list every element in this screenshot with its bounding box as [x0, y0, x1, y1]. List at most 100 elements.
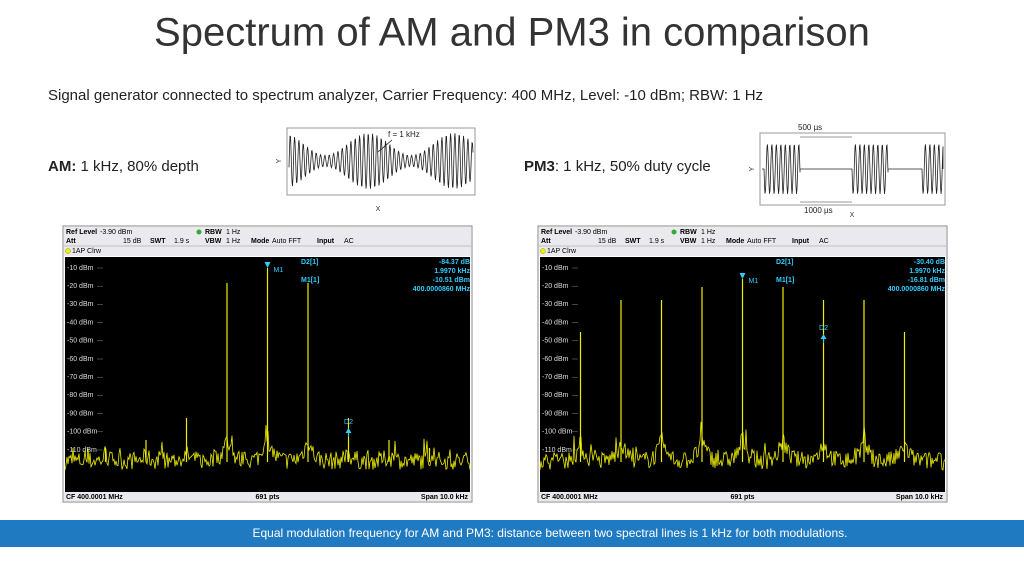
marker-tag: M1 [749, 278, 759, 285]
axis-x: X [850, 212, 855, 219]
value: Auto FFT [747, 238, 777, 245]
diagram-bottom: 1000 µs [804, 206, 833, 215]
rbw-dot [196, 229, 202, 235]
y-label: -80 dBm [67, 392, 94, 399]
header-bg [64, 227, 471, 256]
label: Att [66, 238, 76, 245]
label: Input [317, 238, 335, 245]
y-label: -40 dBm [542, 319, 569, 326]
marker-value: -10.51 dBm [433, 277, 470, 284]
y-label: -20 dBm [542, 283, 569, 290]
value: AC [819, 238, 829, 245]
y-label: -60 dBm [542, 356, 569, 363]
marker-label: M1[1] [301, 277, 319, 284]
am-label: AM: [48, 158, 76, 175]
marker-m1 [264, 262, 271, 268]
footer: CF 400.0001 MHz [541, 494, 598, 501]
y-label: -100 dBm [67, 429, 98, 436]
footer: Span 10.0 kHz [421, 494, 469, 501]
label: SWT [150, 238, 166, 245]
value: 15 dB [598, 238, 617, 245]
label: RBW [205, 229, 222, 236]
footer: CF 400.0001 MHz [66, 494, 123, 501]
pm3-caption: PM3: 1 kHz, 50% duty cycle [524, 158, 711, 175]
footer: Span 10.0 kHz [896, 494, 944, 501]
marker-tag: D2 [819, 325, 828, 332]
y-label: -70 dBm [542, 374, 569, 381]
trace-dot [540, 248, 546, 254]
marker-value: 1.9970 kHz [434, 268, 470, 275]
marker-label: D2[1] [301, 259, 319, 266]
marker-tag: M1 [274, 267, 284, 274]
y-label: -70 dBm [67, 374, 94, 381]
y-label: -20 dBm [67, 283, 94, 290]
y-label: -110 dBm [67, 447, 97, 454]
value: 1 Hz [226, 238, 241, 245]
marker-value: -84.37 dB [439, 259, 470, 266]
marker-tag: D2 [344, 419, 353, 426]
value: 1.9 s [174, 238, 190, 245]
footer-bg [64, 492, 471, 501]
pm3-text: : 1 kHz, 50% duty cycle [555, 158, 711, 175]
trace: 1AP Clrw [547, 248, 577, 255]
trace-dot [65, 248, 71, 254]
y-label: -90 dBm [67, 410, 94, 417]
value: 1.9 s [649, 238, 665, 245]
label: Ref Level [541, 229, 572, 236]
marker-value: 400.0000860 MHz [888, 286, 946, 293]
am-text: 1 kHz, 80% depth [76, 158, 199, 175]
label: Ref Level [66, 229, 97, 236]
footer-bg [539, 492, 946, 501]
y-label: -10 dBm [542, 265, 569, 272]
pm3-label: PM3 [524, 158, 555, 175]
rbw-dot [671, 229, 677, 235]
axis-y: Y [749, 166, 756, 171]
y-label: -90 dBm [542, 410, 569, 417]
marker-d2 [820, 334, 827, 339]
marker-value: 1.9970 kHz [909, 268, 945, 275]
label: VBW [205, 238, 222, 245]
label: Mode [726, 238, 744, 245]
am-caption: AM: 1 kHz, 80% depth [48, 158, 199, 175]
diagram-note: f = 1 kHz [388, 130, 420, 139]
value: 1 Hz [226, 229, 241, 236]
y-label: -60 dBm [67, 356, 94, 363]
value: Auto FFT [272, 238, 302, 245]
axis-x: X [376, 206, 381, 213]
value: 1 Hz [701, 229, 716, 236]
analyzer: Ref Level -3.90 dBm RBW 1 Hz Att 15 dB SWT 1.9 … [537, 225, 948, 503]
y-label: -80 dBm [542, 392, 569, 399]
y-label: -30 dBm [67, 301, 94, 308]
y-label: -40 dBm [67, 319, 94, 326]
label: SWT [625, 238, 641, 245]
title: Spectrum of AM and PM3 in comparison [154, 11, 870, 55]
value: -3.90 dBm [100, 229, 132, 236]
marker-label: D2[1] [776, 259, 794, 266]
y-label: -110 dBm [542, 447, 572, 454]
value: AC [344, 238, 354, 245]
y-label: -30 dBm [542, 301, 569, 308]
analyzer: Ref Level -3.90 dBm RBW 1 Hz Att 15 dB SWT 1.9 … [62, 225, 473, 503]
marker-m1 [739, 273, 746, 279]
y-label: -50 dBm [67, 338, 94, 345]
footer-bar [0, 520, 1024, 547]
y-label: -10 dBm [67, 265, 94, 272]
footer: 691 pts [730, 494, 754, 501]
y-label: -100 dBm [542, 429, 573, 436]
header-bg [539, 227, 946, 256]
marker-value: 400.0000860 MHz [413, 286, 471, 293]
marker-value: -16.81 dBm [908, 277, 945, 284]
y-label: -50 dBm [542, 338, 569, 345]
value: -3.90 dBm [575, 229, 607, 236]
trace: 1AP Clrw [72, 248, 102, 255]
marker-d2 [345, 428, 352, 433]
axis-y: Y [276, 158, 283, 163]
footer: 691 pts [255, 494, 279, 501]
pm3-waveform [762, 144, 944, 195]
am-waveform [288, 133, 474, 189]
label: Att [541, 238, 551, 245]
marker-value: -30.40 dB [914, 259, 945, 266]
note-arrow [377, 139, 393, 153]
